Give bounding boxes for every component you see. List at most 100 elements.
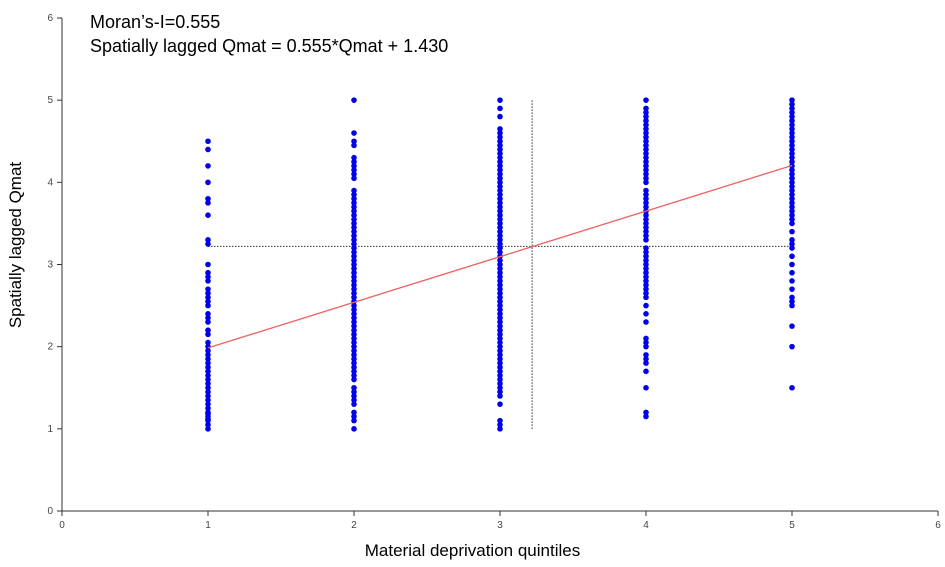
data-point — [351, 253, 357, 260]
data-point — [351, 426, 357, 432]
data-point — [351, 220, 357, 227]
data-point — [643, 286, 649, 292]
data-point — [351, 237, 357, 243]
data-point — [643, 290, 649, 297]
data-point — [643, 413, 649, 420]
data-point — [789, 237, 795, 243]
data-point — [497, 393, 503, 399]
data-point — [497, 286, 503, 292]
data-point — [789, 261, 795, 268]
data-point — [205, 319, 211, 325]
data-point — [497, 360, 503, 366]
data-point — [789, 179, 795, 186]
data-point — [351, 191, 357, 198]
data-point — [351, 315, 357, 321]
data-point — [351, 212, 357, 218]
data-point — [789, 200, 795, 206]
data-point — [643, 163, 649, 169]
data-point — [643, 187, 649, 194]
data-point — [789, 294, 795, 301]
data-point — [643, 142, 649, 149]
data-point — [789, 220, 795, 227]
data-point — [643, 265, 649, 272]
data-point — [643, 352, 649, 358]
data-point — [351, 356, 357, 362]
data-point — [497, 269, 503, 276]
data-point — [497, 154, 503, 161]
data-point — [351, 138, 357, 145]
data-point — [497, 113, 503, 120]
data-point — [497, 224, 503, 231]
data-point — [497, 368, 503, 375]
data-point — [205, 397, 211, 403]
data-point — [643, 356, 649, 362]
regression-line — [207, 164, 793, 349]
data-point — [351, 306, 357, 313]
data-point — [643, 269, 649, 276]
data-point — [789, 150, 795, 157]
morans-i-annotation: Moran’s-I=0.555 — [90, 12, 221, 32]
data-point — [789, 171, 795, 177]
data-point — [351, 393, 357, 399]
y-tick-label: 6 — [47, 13, 53, 24]
data-point — [643, 122, 649, 128]
data-point — [497, 372, 503, 379]
data-point — [351, 200, 357, 206]
data-point — [205, 327, 211, 334]
data-point — [205, 347, 211, 354]
data-point — [497, 142, 503, 149]
data-point — [789, 208, 795, 214]
data-point — [497, 150, 503, 157]
data-point — [351, 282, 357, 288]
data-point — [497, 228, 503, 235]
data-point — [205, 311, 211, 317]
data-point — [497, 195, 503, 202]
data-point — [643, 249, 649, 255]
data-point — [789, 228, 795, 235]
data-point — [643, 195, 649, 202]
data-point — [643, 158, 649, 165]
data-point — [351, 409, 357, 416]
data-point — [497, 171, 503, 177]
data-point — [497, 134, 503, 140]
data-point — [643, 130, 649, 136]
data-point — [205, 352, 211, 358]
data-point — [351, 167, 357, 173]
data-point — [205, 163, 211, 169]
data-point — [497, 294, 503, 301]
data-point — [789, 241, 795, 247]
data-point — [351, 384, 357, 391]
data-point — [205, 290, 211, 297]
data-point — [205, 269, 211, 276]
data-point — [789, 187, 795, 194]
data-point — [789, 216, 795, 223]
data-point — [497, 426, 503, 432]
data-point — [497, 191, 503, 198]
data-point — [351, 228, 357, 235]
data-point — [351, 187, 357, 194]
data-point — [789, 302, 795, 309]
data-point — [789, 278, 795, 284]
data-point — [497, 389, 503, 395]
data-point — [205, 331, 211, 338]
data-point — [497, 212, 503, 218]
data-point — [643, 212, 649, 218]
data-point — [497, 249, 503, 255]
regression-equation-annotation: Spatially lagged Qmat = 0.555*Qmat + 1.4… — [90, 36, 449, 56]
data-point — [497, 208, 503, 214]
data-point — [351, 278, 357, 284]
data-point — [643, 360, 649, 366]
data-point — [497, 274, 503, 280]
data-point — [497, 327, 503, 334]
data-point — [351, 294, 357, 301]
data-point — [205, 200, 211, 206]
data-point — [497, 339, 503, 346]
data-point — [643, 384, 649, 391]
data-point — [497, 163, 503, 169]
data-point — [205, 389, 211, 395]
data-point — [789, 117, 795, 124]
data-point — [351, 302, 357, 309]
data-point — [497, 138, 503, 145]
data-point — [497, 146, 503, 153]
data-point — [643, 294, 649, 301]
